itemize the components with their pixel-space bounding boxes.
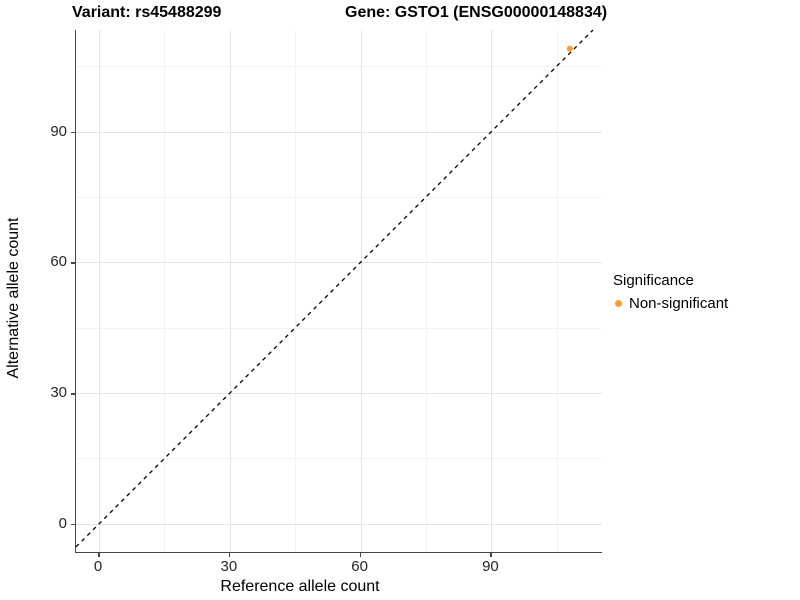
gridline-y-minor: [76, 66, 602, 68]
legend-items: Non-significant: [613, 295, 728, 312]
x-axis-title: Reference allele count: [220, 578, 380, 595]
gridline-x-major: [99, 30, 101, 552]
gridline-x-minor: [295, 30, 297, 552]
y-tick-mark: [71, 131, 75, 134]
legend-item-label: Non-significant: [629, 295, 729, 312]
y-tick-mark: [71, 262, 75, 264]
legend-item: Non-significant: [613, 295, 728, 312]
y-tick-mark: [71, 393, 75, 395]
y-tick-label: 90: [50, 122, 67, 140]
x-tick-label: 60: [351, 558, 368, 575]
y-tick-label: 60: [50, 253, 67, 271]
gridline-y-minor: [76, 458, 602, 460]
gridline-x-minor: [556, 30, 558, 552]
x-tick-mark: [359, 553, 362, 557]
plot-panel: [75, 29, 602, 553]
gridline-x-major: [229, 30, 231, 552]
gridline-y-minor: [76, 196, 602, 198]
gridline-y-major: [76, 262, 602, 264]
gridline-y-major: [76, 393, 602, 395]
x-tick-mark: [490, 553, 492, 557]
legend-title: Significance: [613, 272, 694, 289]
data-point: [566, 45, 573, 52]
y-axis-title: Alternative allele count: [5, 217, 22, 379]
gridline-y-major: [76, 131, 602, 133]
plot-title-variant: Variant: rs45488299: [72, 4, 222, 21]
y-tick-label: 30: [50, 384, 67, 402]
plot-svg-layer: [75, 29, 594, 548]
x-tick-mark: [98, 553, 100, 557]
y-tick-label: 0: [58, 514, 67, 532]
x-tick-label: 90: [482, 558, 499, 575]
gridline-x-major: [360, 30, 362, 552]
gridline-x-minor: [426, 30, 428, 552]
gridline-y-minor: [76, 327, 602, 329]
x-tick-mark: [228, 553, 231, 557]
x-tick-label: 30: [220, 558, 238, 575]
y-tick-mark: [71, 523, 75, 526]
identity-line: [75, 29, 594, 548]
gridline-x-minor: [164, 30, 166, 552]
gridline-x-major: [491, 30, 493, 552]
x-tick-label: 0: [93, 558, 103, 575]
legend: Significance Non-significant: [613, 272, 728, 312]
legend-point-icon: [615, 300, 622, 307]
gridline-y-major: [76, 523, 602, 525]
plot-title-gene: Gene: GSTO1 (ENSG00000148834): [345, 4, 608, 21]
